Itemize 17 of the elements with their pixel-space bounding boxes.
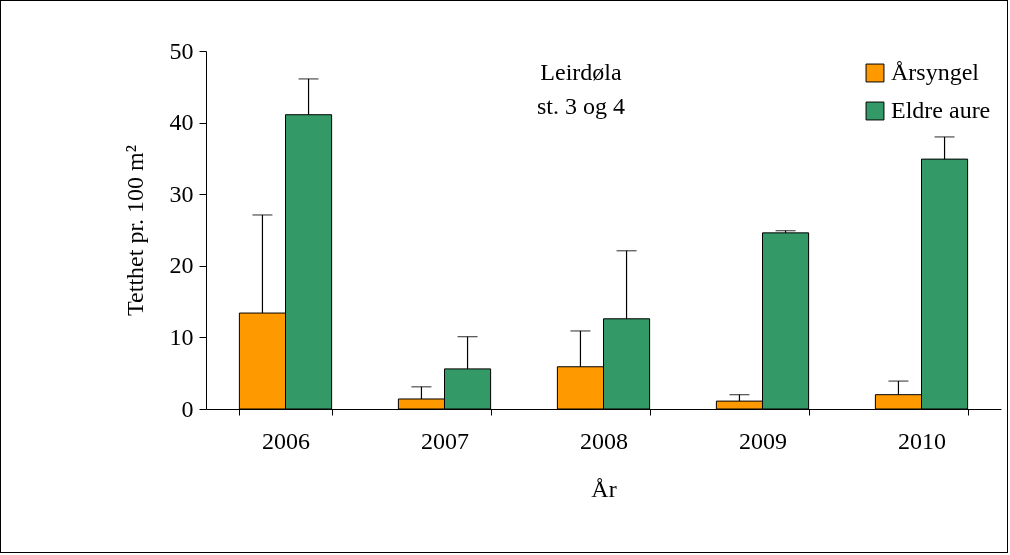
x-tick-label: 2006 — [262, 427, 310, 454]
legend-label: Årsyngel — [891, 59, 980, 85]
x-tick-label: 2007 — [421, 427, 469, 454]
y-tick-label: 50 — [169, 37, 194, 64]
legend-label: Eldre aure — [891, 97, 991, 123]
y-tick-label: 40 — [169, 109, 194, 136]
text: st. 3 og 4 — [536, 93, 626, 119]
x-tick-label: 2009 — [739, 427, 787, 454]
x-tick-label: 2008 — [580, 427, 628, 454]
y-tick-label: 10 — [169, 323, 194, 350]
x-axis-title: År — [591, 475, 617, 502]
y-tick-label: 30 — [169, 180, 194, 207]
y-tick-label: 20 — [169, 252, 194, 279]
x-tick-label: 2010 — [898, 427, 946, 454]
chart-title: Leirdøla — [540, 59, 622, 85]
y-tick-label: 0 — [181, 395, 194, 422]
y-axis-title: Tetthet pr. 100 m² — [121, 145, 148, 316]
